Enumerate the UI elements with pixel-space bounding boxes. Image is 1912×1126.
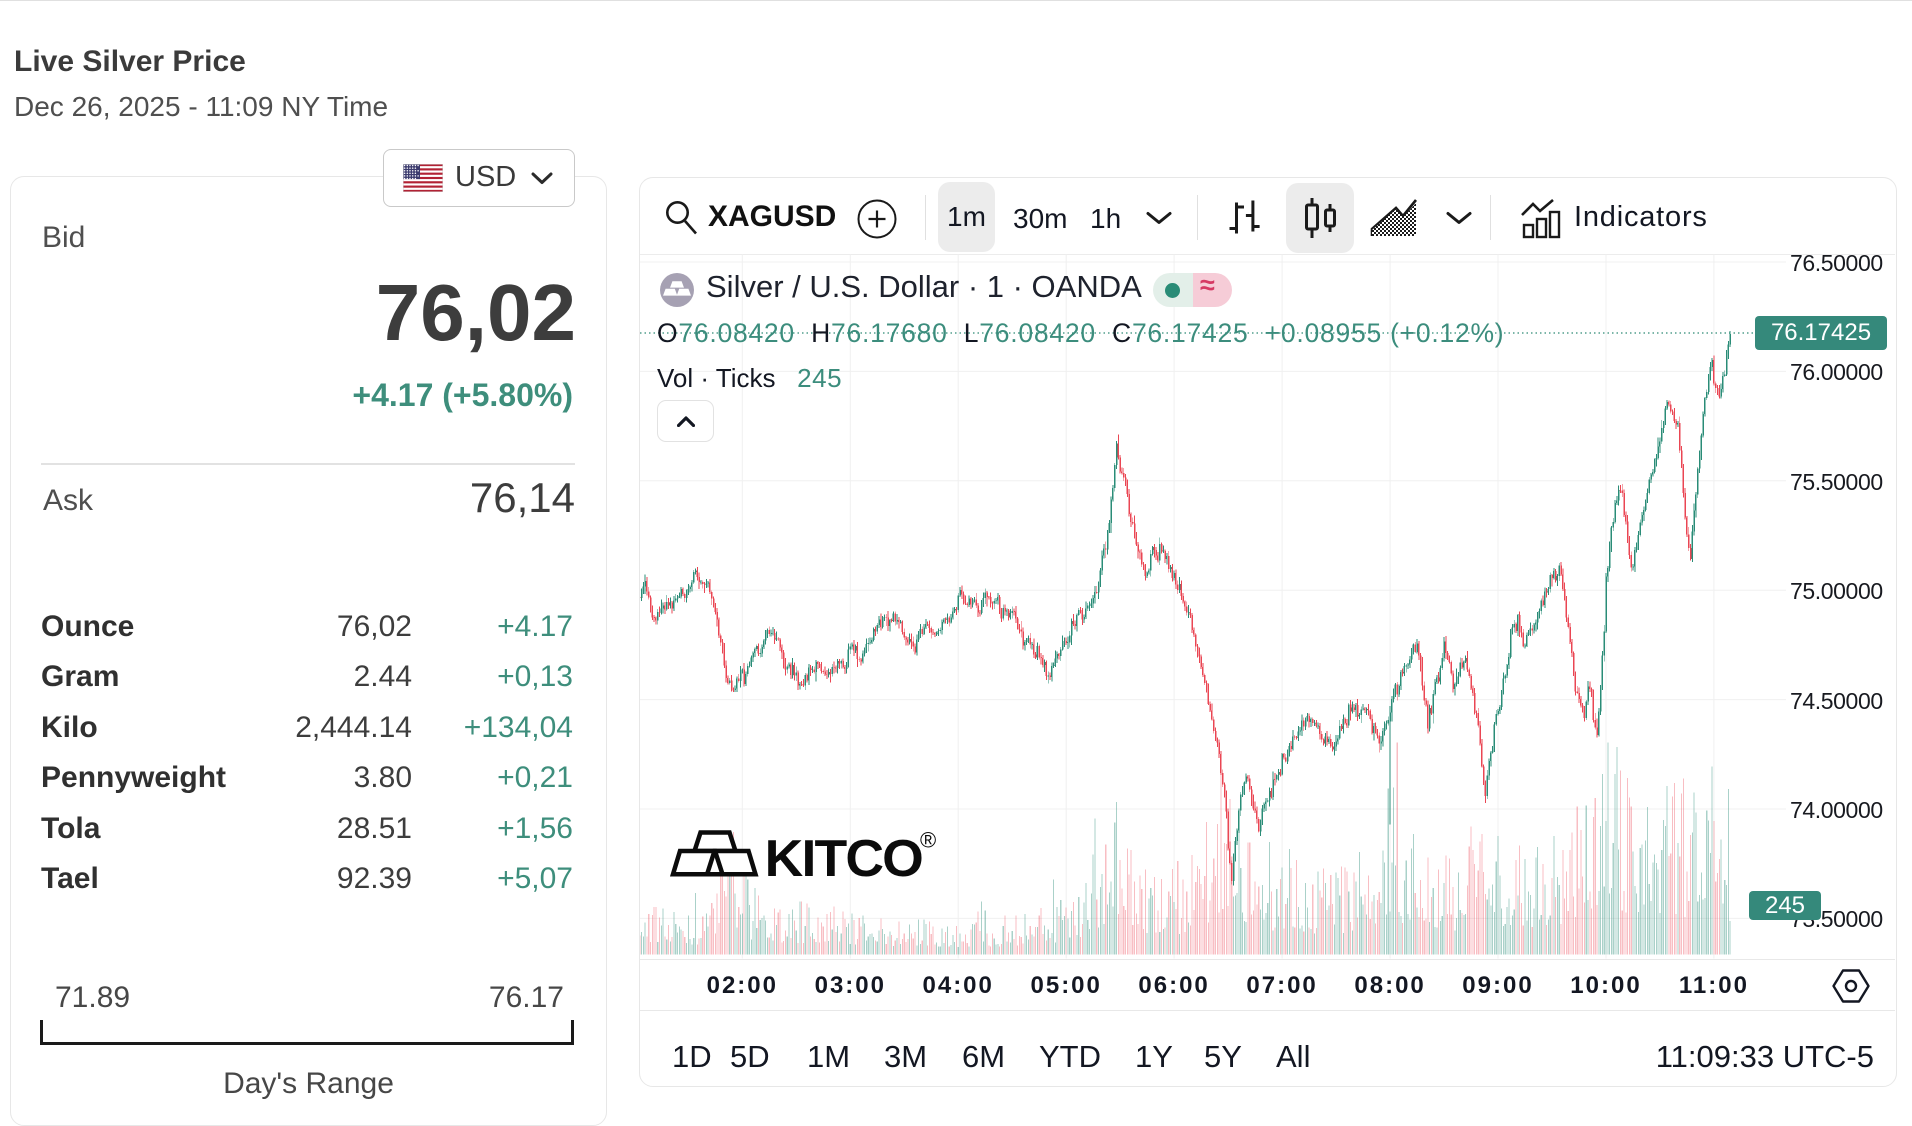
svg-text:KITCO: KITCO bbox=[765, 830, 923, 888]
svg-text:®: ® bbox=[920, 828, 936, 853]
